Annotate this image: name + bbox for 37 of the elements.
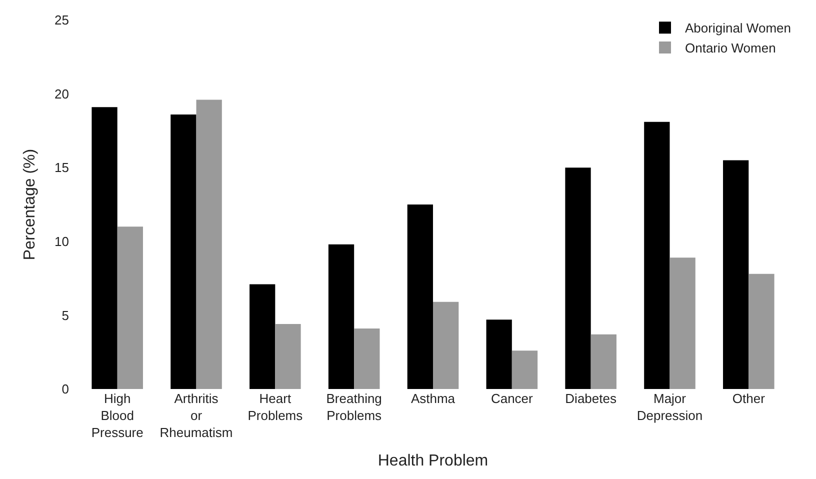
x-tick-label: Arthritis or Rheumatism [160,391,233,440]
bar [328,244,354,389]
y-tick-label: 5 [62,308,69,323]
x-tick-label: Diabetes [565,391,617,406]
y-tick-label: 20 [54,86,69,102]
x-tick-label: Heart Problems [248,391,304,423]
bar [644,122,670,389]
x-tick-label: Breathing Problems [326,391,382,423]
legend-label: Aboriginal Women [685,20,791,36]
bar [590,334,616,389]
x-tick-label: Cancer [490,391,534,406]
x-axis-title: Health Problem [378,452,488,470]
bar [250,284,276,389]
bar [407,204,433,389]
bar [670,258,696,389]
bar [433,302,459,389]
bar [170,114,196,389]
bar [117,226,143,389]
bar [354,328,380,389]
bar [486,320,512,389]
bar [565,168,591,389]
legend-label: Ontario Women [685,40,776,56]
y-tick-label: 10 [54,234,69,249]
y-tick-label: 0 [62,382,69,397]
bar [512,350,538,389]
x-tick-label: Other [732,391,766,406]
bar [92,107,118,389]
y-axis-title: Percentage (%) [21,148,38,260]
bar [196,100,222,389]
bar [275,324,301,389]
x-tick-label: Asthma [410,391,456,406]
y-tick-label: 15 [54,160,69,176]
bar [748,274,774,389]
bar [723,160,749,389]
x-tick-label: Major Depression [636,391,703,423]
x-tick-label: High Blood Pressure [91,391,144,440]
y-tick-label: 25 [54,12,69,28]
